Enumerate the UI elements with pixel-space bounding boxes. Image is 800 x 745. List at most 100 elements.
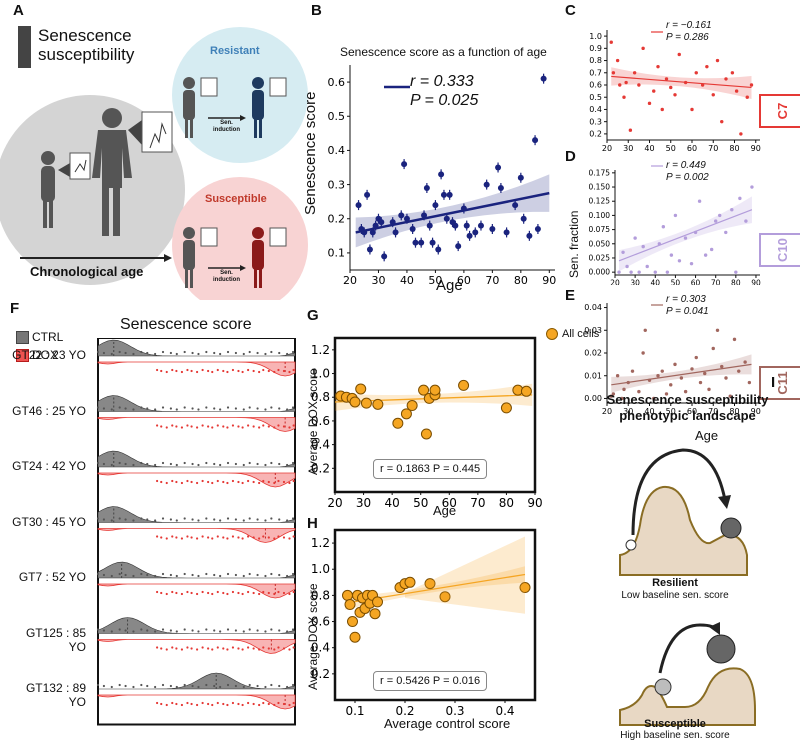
data-point bbox=[697, 199, 702, 203]
data-point bbox=[401, 161, 408, 168]
ctrl-violin bbox=[97, 339, 296, 357]
dox-cell-point bbox=[258, 592, 261, 596]
ctrl-cell-point bbox=[242, 408, 245, 411]
x-tick-label: 90 bbox=[542, 274, 556, 287]
ctrl-cell-point bbox=[242, 630, 245, 633]
panel-letter-g: G bbox=[307, 307, 319, 324]
dox-cell-point bbox=[273, 703, 276, 707]
data-point bbox=[669, 253, 674, 257]
ctrl-cell-point bbox=[191, 518, 194, 521]
dox-cell-point bbox=[156, 368, 159, 372]
y-tick-label: 0.2 bbox=[589, 130, 602, 139]
data-point bbox=[703, 371, 707, 376]
ctrl-cell-point bbox=[183, 406, 186, 409]
y-tick-label: 0.00 bbox=[584, 394, 602, 403]
data-point bbox=[404, 576, 416, 588]
ctrl-cell-point bbox=[161, 628, 165, 631]
dox-cell-point bbox=[165, 426, 168, 429]
data-point bbox=[750, 185, 754, 189]
susceptible-label: Susceptible bbox=[205, 193, 267, 205]
data-point bbox=[392, 229, 399, 236]
susceptible-small-ball bbox=[654, 678, 672, 696]
dox-cell-point bbox=[231, 424, 235, 427]
ctrl-cell-point bbox=[154, 352, 157, 356]
ctrl-cell-point bbox=[213, 407, 216, 410]
data-point bbox=[652, 89, 656, 93]
ctrl-cell-point bbox=[102, 573, 106, 577]
ctrl-cell-point bbox=[270, 683, 273, 687]
ctrl-cell-point bbox=[226, 572, 230, 576]
y-tick-label: 0.2 bbox=[328, 212, 346, 225]
data-point bbox=[403, 215, 410, 222]
panel-f-title: Senescence score bbox=[120, 316, 252, 333]
dox-cell-point bbox=[258, 648, 261, 651]
dox-cell-point bbox=[226, 481, 229, 485]
data-point bbox=[632, 71, 637, 75]
resistant-label: Resistant bbox=[210, 45, 260, 57]
ctrl-cell-point bbox=[183, 350, 186, 354]
dox-cell-point bbox=[180, 648, 184, 651]
data-point bbox=[477, 222, 484, 229]
ctrl-cell-point bbox=[154, 574, 157, 578]
ctrl-cell-point bbox=[264, 463, 267, 467]
data-point bbox=[689, 261, 694, 266]
dox-cell-point bbox=[211, 370, 214, 374]
y-tick-label: 0.4 bbox=[328, 144, 346, 157]
ctrl-cell-point bbox=[175, 463, 178, 467]
dox-cell-point bbox=[237, 647, 240, 650]
dox-cell-point bbox=[241, 648, 244, 651]
ctrl-cell-point bbox=[140, 572, 143, 576]
ctrl-cell-point bbox=[191, 629, 194, 632]
data-point bbox=[645, 264, 649, 269]
dox-cell-point bbox=[267, 536, 270, 539]
resistant-before-icon bbox=[183, 77, 195, 138]
dox-cell-point bbox=[160, 369, 163, 373]
data-point bbox=[412, 239, 419, 246]
dox-cell-point bbox=[262, 368, 265, 372]
dox-cell-point bbox=[241, 481, 244, 485]
panel-b-r: r = 0.333 bbox=[410, 73, 474, 90]
y-tick-label: 0.01 bbox=[584, 371, 602, 380]
ctrl-cell-point bbox=[197, 519, 200, 522]
y-tick-label: 0.5 bbox=[328, 110, 346, 123]
panel-a-schematic bbox=[0, 26, 308, 313]
ctrl-cell-point bbox=[124, 684, 127, 688]
data-point bbox=[694, 71, 698, 75]
panel-g-stat: r = 0.1863 P = 0.445 bbox=[373, 459, 488, 479]
y-tick-label: 0.175 bbox=[589, 168, 611, 177]
ctrl-cell-point bbox=[278, 684, 281, 688]
ctrl-cell-point bbox=[205, 683, 208, 687]
dox-cell-point bbox=[171, 701, 174, 705]
ctrl-cell-point bbox=[175, 352, 178, 356]
zoom-wedge-small bbox=[58, 163, 70, 177]
panel-letter-e: E bbox=[565, 287, 576, 304]
dox-cell-point bbox=[195, 537, 199, 540]
ctrl-cell-point bbox=[248, 683, 251, 687]
y-tick-label: 0.150 bbox=[589, 183, 611, 192]
data-point bbox=[519, 582, 531, 594]
ctrl-cell-point bbox=[291, 572, 295, 576]
ctrl-cell-point bbox=[291, 517, 295, 520]
susceptible-cell-after bbox=[269, 227, 287, 247]
ctrl-cell-point bbox=[219, 463, 222, 467]
resistant-cell-before bbox=[200, 77, 218, 97]
x-tick-label: 20 bbox=[610, 279, 620, 286]
sen-induction-label-top: Sen. induction bbox=[213, 120, 240, 133]
ctrl-cell-point bbox=[110, 685, 113, 689]
dox-cell-point bbox=[156, 646, 159, 649]
dox-cell-point bbox=[195, 648, 199, 651]
x-tick-label: 20 bbox=[602, 144, 612, 153]
dox-cell-point bbox=[262, 646, 265, 649]
x-tick-label: 90 bbox=[751, 144, 761, 153]
y-tick-label: 0.2 bbox=[311, 461, 330, 475]
ctrl-cell-point bbox=[161, 683, 165, 687]
dox-cell-point bbox=[216, 368, 219, 372]
ctrl-cell-point bbox=[197, 685, 200, 689]
dox-cell-point bbox=[247, 535, 250, 538]
ctrl-cell-point bbox=[118, 406, 121, 409]
dox-cell-point bbox=[282, 369, 286, 373]
ctrl-cell-point bbox=[96, 572, 100, 576]
ctrl-cell-point bbox=[270, 350, 273, 354]
data-point bbox=[460, 205, 467, 212]
y-tick-label: 0.1 bbox=[328, 247, 346, 260]
